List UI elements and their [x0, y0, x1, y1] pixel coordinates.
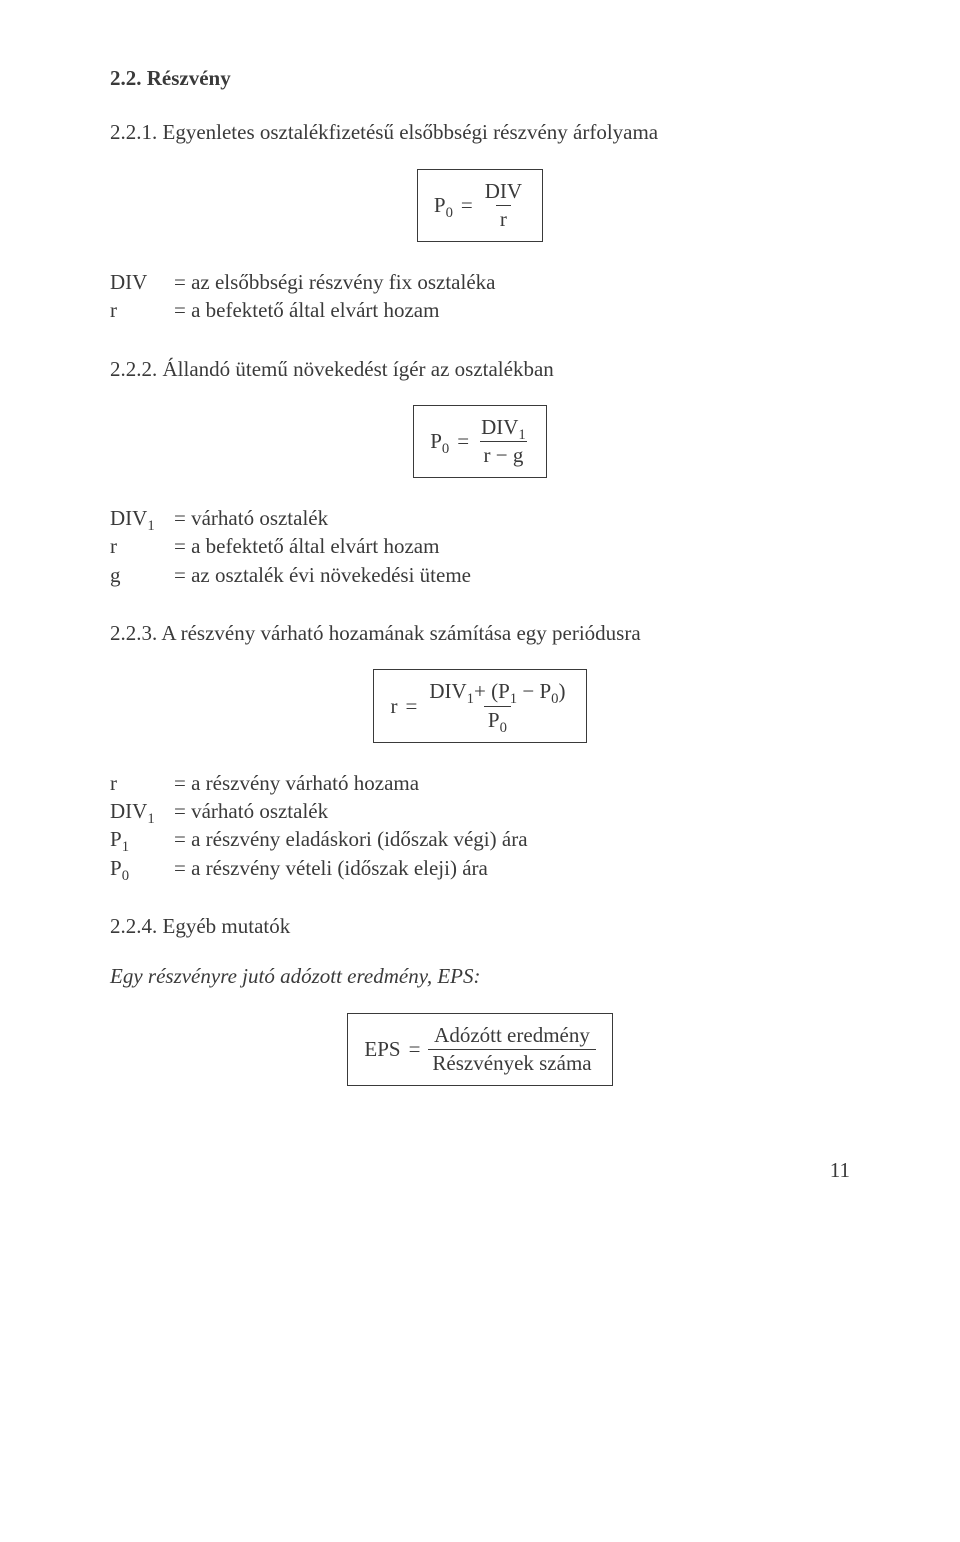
def-symbol: P0 — [110, 854, 174, 882]
def-text: = az osztalék évi növekedési üteme — [174, 561, 471, 589]
def-symbol: DIV1 — [110, 504, 174, 532]
formula-221-den: r — [496, 205, 511, 231]
def-row: P1 = a részvény eladáskori (időszak végi… — [110, 825, 850, 853]
subsection-223-title: 2.2.3. A részvény várható hozamának szám… — [110, 619, 850, 647]
page-number: 11 — [110, 1156, 850, 1184]
subsection-222-title: 2.2.2. Állandó ütemű növekedést ígér az … — [110, 355, 850, 383]
formula-222-num: DIV1 — [477, 416, 530, 441]
def-text: = a befektető által elvárt hozam — [174, 532, 439, 560]
def-text: = a befektető által elvárt hozam — [174, 296, 439, 324]
formula-223-frac: DIV1+ (P1 − P0) P0 — [425, 680, 569, 731]
formula-221-lhs: P0 — [434, 191, 453, 219]
def-row: g = az osztalék évi növekedési üteme — [110, 561, 850, 589]
def-symbol: r — [110, 296, 174, 324]
def-row: r = a befektető által elvárt hozam — [110, 296, 850, 324]
def-row: DIV1 = várható osztalék — [110, 504, 850, 532]
formula-222-wrap: P0 = DIV1 r − g — [110, 405, 850, 478]
deflist-222: DIV1 = várható osztalék r = a befektető … — [110, 504, 850, 589]
def-text: = a részvény várható hozama — [174, 769, 419, 797]
formula-223-wrap: r = DIV1+ (P1 − P0) P0 — [110, 669, 850, 742]
subsection-224-intro: Egy részvényre jutó adózott eredmény, EP… — [110, 962, 850, 990]
equals-sign: = — [405, 692, 417, 720]
def-symbol: DIV — [110, 268, 174, 296]
deflist-221: DIV = az elsőbbségi részvény fix osztalé… — [110, 268, 850, 325]
formula-221: P0 = DIV r — [434, 180, 526, 231]
formula-221-frac: DIV r — [481, 180, 526, 231]
formula-221-box: P0 = DIV r — [417, 169, 543, 242]
formula-222: P0 = DIV1 r − g — [430, 416, 530, 467]
def-row: DIV = az elsőbbségi részvény fix osztalé… — [110, 268, 850, 296]
formula-222-den: r − g — [480, 441, 528, 467]
formula-221-num: DIV — [481, 180, 526, 205]
formula-224-lhs: EPS — [364, 1035, 400, 1063]
formula-224-den: Részvények száma — [428, 1049, 595, 1075]
formula-223: r = DIV1+ (P1 − P0) P0 — [390, 680, 569, 731]
equals-sign: = — [461, 191, 473, 219]
def-text: = az elsőbbségi részvény fix osztaléka — [174, 268, 495, 296]
subsection-224-title: 2.2.4. Egyéb mutatók — [110, 912, 850, 940]
deflist-223: r = a részvény várható hozama DIV1 = vár… — [110, 769, 850, 882]
equals-sign: = — [457, 427, 469, 455]
def-symbol: r — [110, 769, 174, 797]
def-symbol: g — [110, 561, 174, 589]
formula-224-num: Adózótt eredmény — [430, 1024, 594, 1049]
def-symbol: P1 — [110, 825, 174, 853]
def-row: DIV1 = várható osztalék — [110, 797, 850, 825]
formula-222-frac: DIV1 r − g — [477, 416, 530, 467]
equals-sign: = — [409, 1035, 421, 1063]
subsection-221-title: 2.2.1. Egyenletes osztalékfizetésű elsőb… — [110, 118, 850, 146]
def-text: = várható osztalék — [174, 504, 328, 532]
formula-223-num: DIV1+ (P1 − P0) — [425, 680, 569, 705]
formula-224-frac: Adózótt eredmény Részvények száma — [428, 1024, 595, 1075]
formula-224: EPS = Adózótt eredmény Részvények száma — [364, 1024, 595, 1075]
def-row: P0 = a részvény vételi (időszak eleji) á… — [110, 854, 850, 882]
formula-224-box: EPS = Adózótt eredmény Részvények száma — [347, 1013, 612, 1086]
formula-224-wrap: EPS = Adózótt eredmény Részvények száma — [110, 1013, 850, 1086]
def-row: r = a befektető által elvárt hozam — [110, 532, 850, 560]
formula-223-lhs: r — [390, 692, 397, 720]
def-symbol: DIV1 — [110, 797, 174, 825]
formula-221-wrap: P0 = DIV r — [110, 169, 850, 242]
def-symbol: r — [110, 532, 174, 560]
def-text: = a részvény vételi (időszak eleji) ára — [174, 854, 488, 882]
formula-222-lhs: P0 — [430, 427, 449, 455]
section-heading: 2.2. Részvény — [110, 64, 850, 92]
def-text: = várható osztalék — [174, 797, 328, 825]
formula-222-box: P0 = DIV1 r − g — [413, 405, 547, 478]
def-text: = a részvény eladáskori (időszak végi) á… — [174, 825, 528, 853]
def-row: r = a részvény várható hozama — [110, 769, 850, 797]
formula-223-box: r = DIV1+ (P1 − P0) P0 — [373, 669, 586, 742]
formula-223-den: P0 — [484, 706, 511, 732]
